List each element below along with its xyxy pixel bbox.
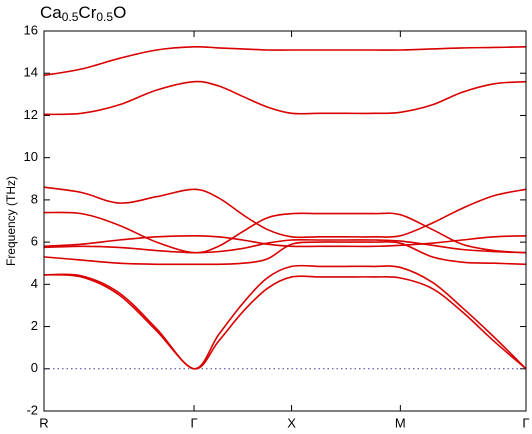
chart-title: Ca0.5Cr0.5O — [40, 3, 126, 24]
title-part: 0.5 — [96, 10, 113, 24]
y-tick-label: 0 — [31, 360, 38, 375]
y-tick-label: 10 — [24, 149, 38, 164]
y-tick-label: 12 — [24, 107, 38, 122]
title-part: Ca — [40, 3, 62, 22]
x-tick-label: M — [395, 415, 406, 430]
x-tick-label: Γ — [190, 415, 197, 430]
band-line — [43, 273, 527, 370]
band-line — [43, 45, 527, 77]
y-tick-label: 6 — [31, 234, 38, 249]
y-tick-label: 8 — [31, 191, 38, 206]
band-line — [43, 186, 527, 239]
y-tick-label: 16 — [24, 22, 38, 37]
plot-frame — [43, 30, 527, 412]
band-line — [43, 80, 527, 116]
band-line — [43, 240, 527, 266]
y-tick-label: -2 — [26, 402, 38, 417]
y-tick-label: 4 — [31, 276, 38, 291]
x-tick-label: X — [287, 415, 296, 430]
band-line — [43, 264, 527, 370]
band-line — [43, 238, 527, 254]
x-tick-label: Γ — [522, 415, 529, 430]
title-part: Cr — [78, 3, 96, 22]
y-tick-label: 14 — [24, 65, 38, 80]
title-part: 0.5 — [62, 10, 79, 24]
y-axis-label: Frequency (THz) — [4, 176, 18, 266]
x-tick-label: R — [39, 415, 48, 430]
title-part: O — [113, 3, 126, 22]
y-tick-label: 2 — [31, 318, 38, 333]
band-line — [43, 234, 527, 248]
